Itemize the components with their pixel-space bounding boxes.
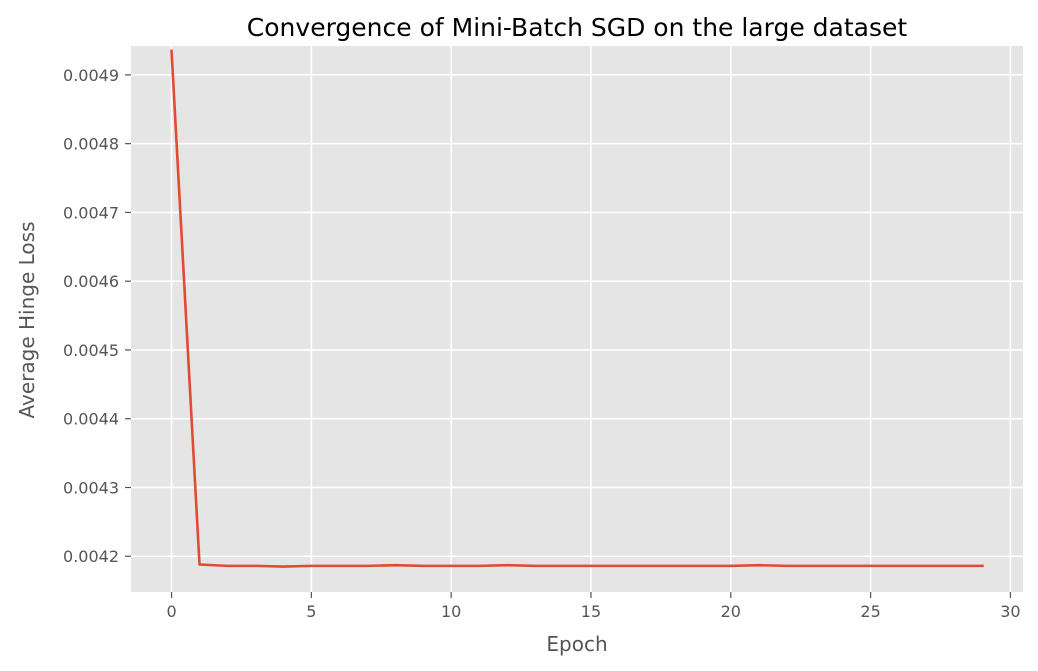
y-axis-label: Average Hinge Loss <box>15 222 39 419</box>
series-line <box>170 49 984 568</box>
y-tick-label: 0.0048 <box>63 135 119 154</box>
y-tick-label: 0.0047 <box>63 203 119 222</box>
y-tick-label: 0.0045 <box>63 341 119 360</box>
series-group <box>170 49 984 568</box>
x-tick-label: 30 <box>1000 602 1020 621</box>
x-tick-label: 25 <box>860 602 880 621</box>
x-tick-label: 5 <box>306 602 316 621</box>
x-tick-label: 15 <box>581 602 601 621</box>
y-tick-label: 0.0043 <box>63 478 119 497</box>
x-tick-label: 0 <box>166 602 176 621</box>
y-tick-label: 0.0046 <box>63 272 119 291</box>
x-tick-label: 10 <box>441 602 461 621</box>
grid-lines <box>131 46 1023 592</box>
plot-area <box>131 46 1023 592</box>
y-tick-label: 0.0044 <box>63 410 119 429</box>
y-tick-label: 0.0042 <box>63 547 119 566</box>
axis-ticks: 0 5 10 15 20 25 30 0.0042 0.0043 0.0044 0.0045 0.00… <box>63 66 1021 621</box>
y-tick-label: 0.0049 <box>63 66 119 85</box>
x-tick-label: 20 <box>721 602 741 621</box>
x-axis-label: Epoch <box>546 632 607 656</box>
chart-title: Convergence of Mini-Batch SGD on the lar… <box>247 13 908 42</box>
